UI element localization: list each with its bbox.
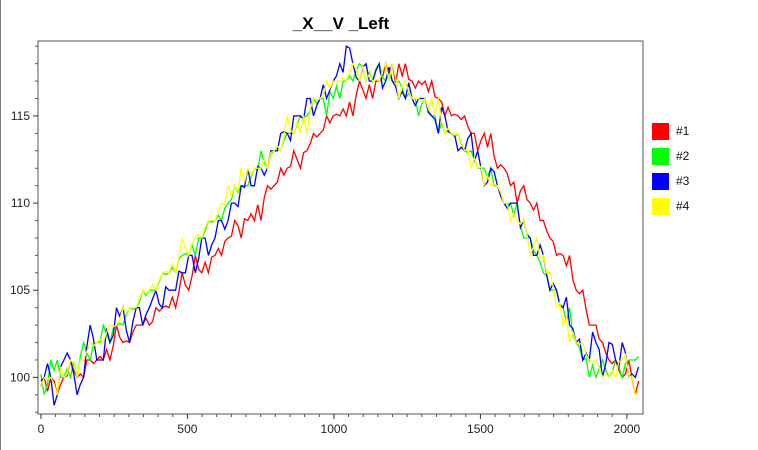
legend-swatch <box>652 198 669 215</box>
y-tick-label: 100 <box>10 370 30 384</box>
y-tick-label: 110 <box>11 196 30 210</box>
x-tick-label: 2000 <box>614 422 641 436</box>
legend-label: #4 <box>676 199 690 213</box>
x-tick-label: 1500 <box>467 422 494 436</box>
axis-layer: 0 500 1000 1500 2000 100 105 110 115 <box>10 45 641 436</box>
legend-swatch <box>652 173 669 190</box>
x-tick-label: 500 <box>177 422 197 436</box>
chart-title: _X__V _Left <box>292 14 390 33</box>
legend-label: #2 <box>676 149 690 163</box>
series-line-3 <box>40 45 640 406</box>
y-tick-label: 105 <box>10 283 30 297</box>
series-layer <box>40 45 640 406</box>
x-tick-label: 0 <box>38 422 45 436</box>
legend-swatch <box>652 148 669 165</box>
series-line-4 <box>40 61 640 397</box>
window-left-border <box>0 0 1 450</box>
plot-frame <box>37 40 644 415</box>
legend-label: #1 <box>676 124 690 138</box>
x-tick-label: 1000 <box>321 422 348 436</box>
series-line-1 <box>40 61 640 398</box>
legend-swatch <box>652 123 669 140</box>
series-line-2 <box>40 62 640 395</box>
legend: #1 #2 #3 #4 <box>652 123 690 215</box>
y-tick-label: 115 <box>11 109 30 123</box>
legend-label: #3 <box>676 174 690 188</box>
